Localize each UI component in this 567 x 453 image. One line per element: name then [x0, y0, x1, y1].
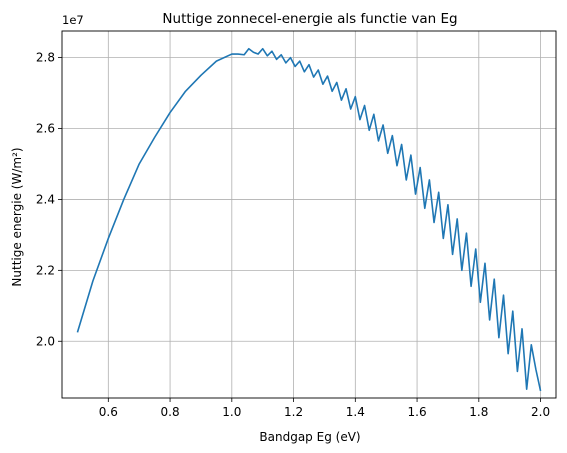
energy-series-line	[76, 47, 542, 392]
y-tick-label: 2.2	[36, 263, 55, 277]
x-tick-label: 1.4	[346, 405, 365, 419]
y-tick-label: 2.6	[36, 122, 55, 136]
x-tick-label: 2.0	[531, 405, 550, 419]
x-tick-label: 0.6	[99, 405, 118, 419]
x-tick-label: 1.8	[469, 405, 488, 419]
y-axis-label: Nuttige energie (W/m²)	[10, 147, 24, 286]
x-tick-label: 0.8	[161, 405, 180, 419]
x-tick-label: 1.2	[284, 405, 303, 419]
plot-frame	[61, 30, 557, 399]
tick-marks	[58, 57, 541, 402]
x-tick-label: 1.0	[222, 405, 241, 419]
y-gridlines	[62, 57, 556, 342]
x-axis-label: Bandgap Eg (eV)	[259, 430, 360, 444]
x-gridlines	[107, 31, 541, 398]
y-tick-label: 2.0	[36, 334, 55, 348]
y-tick-label: 2.4	[36, 192, 55, 206]
y-offset-label: 1e7	[62, 13, 84, 27]
tick-labels: 0.6 0.8 1.0 1.2 1.4 1.6 1.8 2.0 2.0 2.2 2.4 2.6 2.8	[36, 51, 550, 419]
y-tick-label: 2.8	[36, 51, 55, 65]
x-tick-label: 1.6	[408, 405, 427, 419]
chart-title: Nuttige zonnecel-energie als functie van…	[162, 11, 457, 27]
